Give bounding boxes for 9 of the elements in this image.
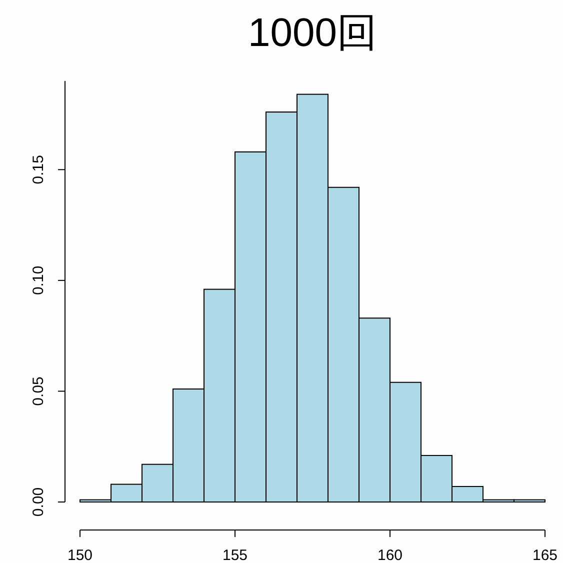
y-tick-label: 0.10 — [30, 266, 47, 296]
y-tick-label: 0.15 — [30, 155, 47, 184]
x-tick-label: 160 — [377, 547, 403, 563]
x-tick-label: 165 — [532, 547, 558, 563]
chart-title: 1000回 — [248, 11, 377, 55]
x-tick-label: 150 — [67, 547, 93, 563]
y-tick-label: 0.00 — [30, 487, 47, 517]
x-tick-label: 155 — [222, 547, 248, 563]
y-tick-label: 0.05 — [30, 376, 47, 406]
